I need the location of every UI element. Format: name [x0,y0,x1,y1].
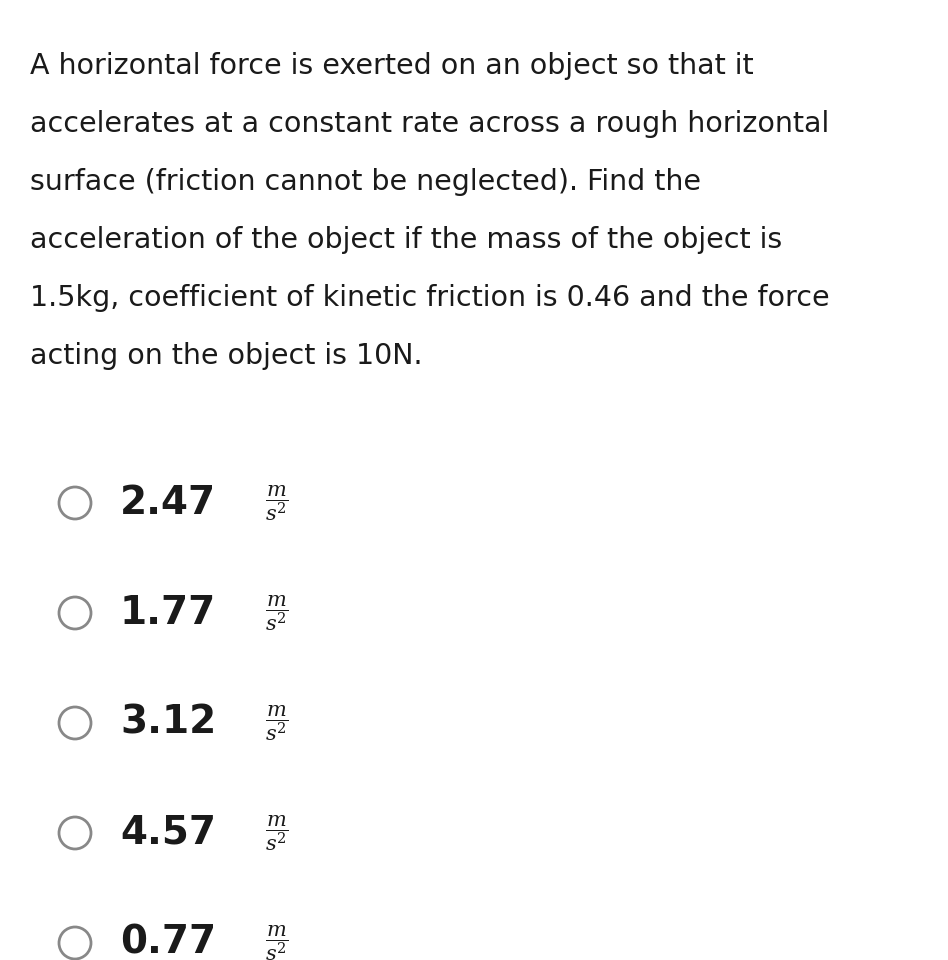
Text: 0.77: 0.77 [120,924,216,960]
Text: 1.77: 1.77 [120,594,216,632]
Text: accelerates at a constant rate across a rough horizontal: accelerates at a constant rate across a … [30,109,830,137]
Text: $\dfrac{m}{s^2}$: $\dfrac{m}{s^2}$ [265,813,288,852]
Text: 3.12: 3.12 [120,704,216,742]
Text: $\dfrac{m}{s^2}$: $\dfrac{m}{s^2}$ [265,924,288,960]
Text: $\dfrac{m}{s^2}$: $\dfrac{m}{s^2}$ [265,483,288,523]
Text: 4.57: 4.57 [120,814,216,852]
Text: 2.47: 2.47 [120,484,216,522]
Text: $\dfrac{m}{s^2}$: $\dfrac{m}{s^2}$ [265,703,288,743]
Text: acting on the object is 10N.: acting on the object is 10N. [30,342,423,370]
Text: 1.5kg, coefficient of kinetic friction is 0.46 and the force: 1.5kg, coefficient of kinetic friction i… [30,283,830,311]
Text: $\dfrac{m}{s^2}$: $\dfrac{m}{s^2}$ [265,593,288,633]
Text: A horizontal force is exerted on an object so that it: A horizontal force is exerted on an obje… [30,52,754,80]
Text: acceleration of the object if the mass of the object is: acceleration of the object if the mass o… [30,226,782,253]
Text: surface (friction cannot be neglected). Find the: surface (friction cannot be neglected). … [30,167,701,196]
